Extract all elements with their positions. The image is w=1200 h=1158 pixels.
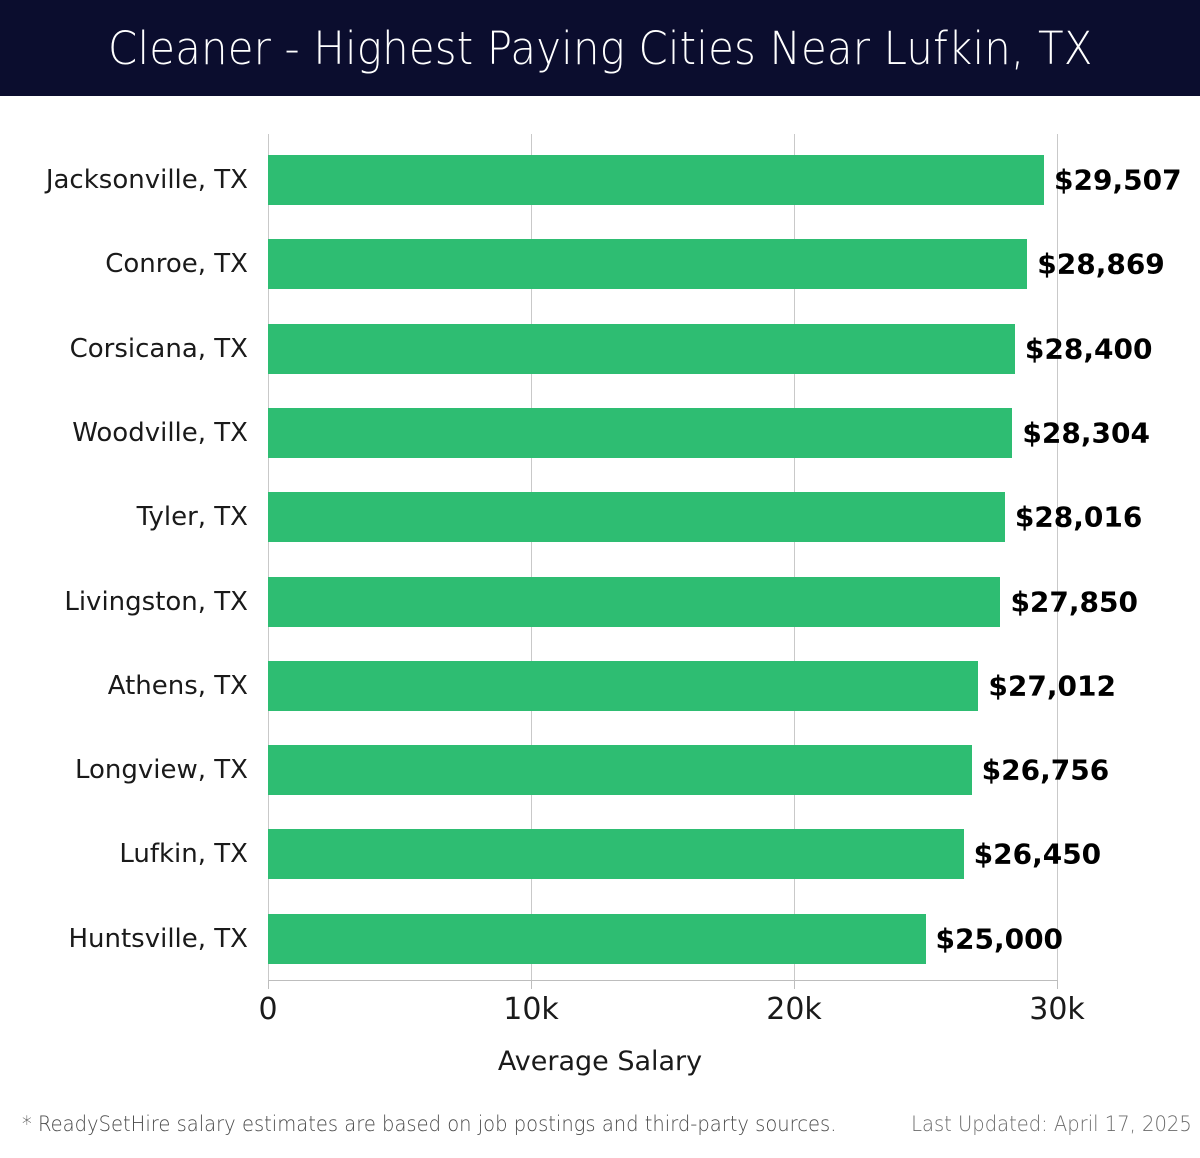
page-title: Cleaner - Highest Paying Cities Near Luf…	[107, 21, 1093, 75]
bar	[268, 660, 979, 711]
category-label: Livingston, TX	[64, 586, 248, 617]
bar-value-label: $28,304	[1022, 416, 1150, 450]
x-tick-mark-30k	[1057, 980, 1058, 989]
gridline-20k	[794, 134, 795, 980]
bar-value-label: $29,507	[1054, 163, 1182, 197]
bar-row: Corsicana, TX $28,400	[0, 323, 1200, 374]
bar-value-label: $28,016	[1014, 500, 1143, 534]
bar-row: Huntsville, TX $25,000	[0, 913, 1200, 964]
category-label: Conroe, TX	[105, 249, 248, 280]
bar	[268, 492, 1005, 543]
x-axis-title: Average Salary	[497, 1046, 703, 1077]
x-tick-label: 30k	[1029, 992, 1085, 1027]
category-label: Huntsville, TX	[68, 923, 248, 954]
x-tick-mark-0	[268, 980, 269, 989]
footer-last-updated: Last Updated: April 17, 2025	[911, 1112, 1192, 1136]
bar	[268, 407, 1013, 458]
x-tick-label: 10k	[503, 992, 559, 1027]
bar-row: Athens, TX $27,012	[0, 660, 1200, 711]
category-label: Athens, TX	[107, 670, 248, 701]
category-label: Lufkin, TX	[119, 839, 248, 870]
gridlines	[268, 134, 1058, 980]
bar	[268, 829, 964, 880]
bar-value-label: $28,400	[1024, 332, 1153, 366]
bar	[268, 155, 1045, 205]
bar-value-label: $26,450	[973, 837, 1102, 871]
bar-value-label: $27,012	[988, 669, 1116, 703]
bar	[268, 323, 1015, 374]
bar-row: Conroe, TX $28,869	[0, 239, 1200, 290]
x-tick-label: 20k	[766, 992, 822, 1027]
category-label: Tyler, TX	[136, 502, 248, 533]
bar-row: Jacksonville, TX $29,507	[0, 155, 1200, 205]
bar-chart: Jacksonville, TX $29,507 Conroe, TX $28,869…	[0, 96, 1200, 1077]
chart-header-bar: Cleaner - Highest Paying Cities Near Luf…	[0, 0, 1200, 96]
x-tick-label: 0	[258, 992, 278, 1027]
category-label: Corsicana, TX	[69, 333, 248, 364]
bar	[268, 576, 1001, 627]
footer: * ReadySetHire salary estimates are base…	[0, 1112, 1200, 1158]
bar-row: Livingston, TX $27,850	[0, 576, 1200, 627]
bar-row: Woodville, TX $28,304	[0, 407, 1200, 458]
bar	[268, 913, 926, 964]
bar-value-label: $25,000	[935, 922, 1064, 956]
gridline-10k	[531, 134, 532, 980]
x-tick-mark-10k	[531, 980, 532, 989]
gridline-30k	[1057, 134, 1058, 980]
category-label: Longview, TX	[74, 755, 248, 786]
category-label: Woodville, TX	[72, 417, 248, 448]
gridline-0	[268, 134, 269, 980]
bar-value-label: $26,756	[981, 753, 1110, 787]
bar-value-label: $28,869	[1037, 247, 1165, 281]
bar-row: Longview, TX $26,756	[0, 745, 1200, 796]
category-label: Jacksonville, TX	[45, 165, 248, 195]
x-axis-line	[268, 980, 1058, 981]
x-tick-mark-20k	[794, 980, 795, 989]
bar-row: Tyler, TX $28,016	[0, 492, 1200, 543]
bar-value-label: $27,850	[1010, 585, 1138, 618]
bar	[268, 745, 972, 796]
bar	[268, 239, 1028, 290]
footer-disclaimer: * ReadySetHire salary estimates are base…	[22, 1112, 837, 1136]
bar-row: Lufkin, TX $26,450	[0, 829, 1200, 880]
